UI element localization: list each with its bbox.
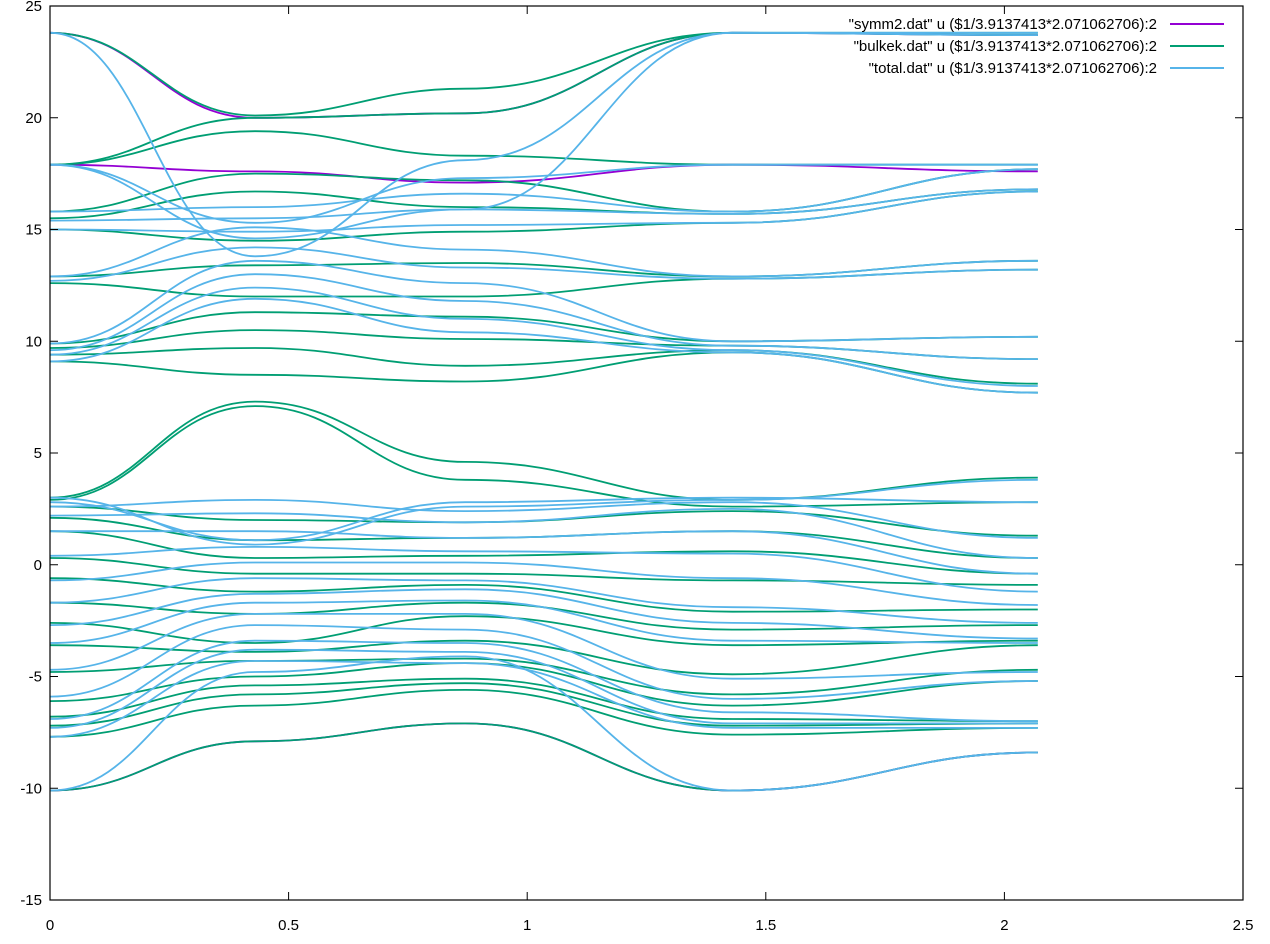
series-2-band-2 [50,648,1038,729]
x-tick-label: 1.5 [755,917,776,934]
series-2-band-4 [50,624,1038,700]
series-2-band-27 [50,31,1038,258]
legend-label-1: "bulkek.dat" u ($1/3.9137413*2.071062706… [854,38,1157,55]
series-0-band-2 [50,163,1038,184]
series-2-band-15 [50,478,1038,546]
x-tick-label: 2 [1000,917,1008,934]
series-2-band-7 [50,588,1038,640]
series-2-band-18 [50,273,1038,360]
series-1-band-2 [50,682,1038,727]
series-2-band-16 [50,297,1038,394]
y-tick-label: 5 [34,445,42,462]
series-2-band-5 [50,612,1038,680]
series-2-band-6 [50,599,1038,644]
legend-label-0: "symm2.dat" u ($1/3.9137413*2.071062706)… [849,16,1157,33]
x-tick-label: 2.5 [1233,917,1254,934]
legend-label-2: "total.dat" u ($1/3.9137413*2.071062706)… [869,60,1157,77]
y-tick-label: 0 [34,557,42,574]
series-1-band-6 [50,639,1038,676]
series-1-band-9 [50,577,1038,613]
series-2-band-17 [50,286,1038,387]
series-2-band-12 [50,507,1038,559]
series-2-band-24 [50,168,1038,213]
y-tick-label: -15 [20,892,42,909]
series-2-band-3 [50,639,1038,723]
y-tick-label: -5 [29,669,42,686]
series-2-band-19 [50,259,1038,345]
series-2-band-22 [50,190,1038,233]
legend: "symm2.dat" u ($1/3.9137413*2.071062706)… [849,16,1224,77]
series-2-band-13 [50,498,1038,539]
series-2-band-10 [50,545,1038,593]
series-2-band-20 [50,246,1038,282]
series-1-band-1 [50,688,1038,738]
series-2-band-0 [50,655,1038,792]
y-tick-label: 15 [25,222,42,239]
series-2-band-25 [50,163,1038,224]
series-2-band-14 [50,496,1038,542]
y-tick-label: -10 [20,780,42,797]
series-2-band-8 [50,577,1038,624]
y-tick-label: 20 [25,110,42,127]
series-1-band-7 [50,615,1038,647]
series-1-band-10 [50,557,1038,586]
series-2-band-1 [50,659,1038,738]
x-tick-label: 0.5 [278,917,299,934]
x-tick-label: 1 [523,917,531,934]
x-tick-label: 0 [46,917,54,934]
y-tick-label: 10 [25,333,42,350]
series-layer [50,31,1038,792]
series-1-band-11 [50,530,1038,575]
series-2 [50,31,1038,792]
axis-ticks: 0 0.5 1 1.5 2 2.5 -15 -10 -5 0 5 10 15 20 25 [20,0,1253,934]
y-tick-label: 25 [25,0,42,15]
series-2-band-9 [50,561,1038,606]
series-2-band-21 [50,226,1038,278]
series-1-band-14 [50,405,1038,508]
series-2-band-11 [50,530,1038,575]
